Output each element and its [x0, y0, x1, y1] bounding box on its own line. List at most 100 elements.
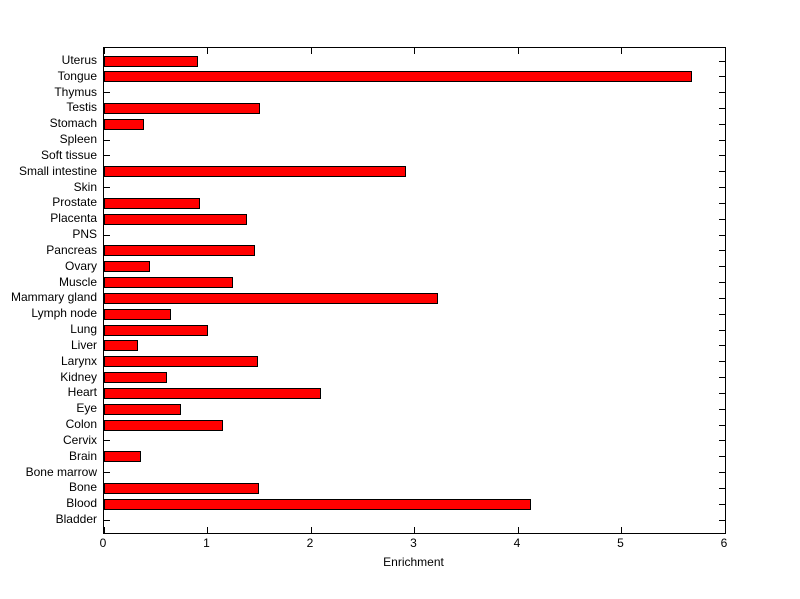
y-tick — [719, 139, 725, 141]
x-tick — [517, 48, 519, 54]
y-tick-label: Muscle — [58, 274, 97, 289]
x-tick — [310, 48, 312, 54]
y-tick — [719, 408, 725, 410]
y-tick-label: Mammary gland — [10, 290, 97, 305]
y-tick — [719, 234, 725, 236]
y-tick-label: Cervix — [62, 432, 97, 447]
bar-heart — [104, 387, 322, 399]
y-tick — [719, 92, 725, 94]
y-tick-label: Bone — [68, 480, 97, 495]
y-tick — [719, 329, 725, 331]
y-tick — [719, 123, 725, 125]
y-tick-label: Ovary — [64, 258, 97, 273]
y-tick-label: Lung — [70, 322, 97, 337]
y-tick-label: Blood — [66, 496, 97, 511]
bar-liver — [104, 340, 139, 352]
y-tick — [104, 155, 110, 157]
y-tick — [104, 519, 110, 521]
y-tick — [719, 440, 725, 442]
y-tick-label: Bone marrow — [25, 464, 97, 479]
bar-lymph-node — [104, 308, 172, 320]
y-tick — [719, 76, 725, 78]
x-tick-label: 1 — [203, 536, 210, 550]
bar-pancreas — [104, 245, 256, 257]
x-tick — [207, 48, 208, 54]
y-tick-label: Uterus — [61, 53, 97, 67]
bar-small-intestine — [104, 166, 407, 178]
y-tick — [719, 392, 725, 394]
y-tick — [104, 92, 110, 94]
y-tick — [104, 187, 110, 189]
y-tick — [104, 139, 110, 141]
bar-larynx — [104, 356, 259, 368]
y-tick-label: Soft tissue — [40, 147, 97, 162]
y-tick-label: Larynx — [60, 353, 97, 368]
bar-lung — [104, 324, 208, 336]
y-tick — [719, 297, 725, 299]
bar-colon — [104, 419, 224, 431]
bar-muscle — [104, 277, 234, 289]
y-tick-label: Prostate — [52, 195, 97, 210]
y-tick-label: Pancreas — [46, 242, 97, 257]
bar-stomach — [104, 118, 145, 130]
x-tick-label: 4 — [513, 536, 521, 550]
x-tick-label: 6 — [720, 536, 728, 550]
y-tick-label: Tongue — [57, 68, 97, 83]
y-tick-label: Lymph node — [31, 306, 97, 321]
y-tick — [719, 202, 725, 204]
x-tick — [621, 48, 622, 54]
y-tick — [719, 155, 725, 157]
y-tick-label: Bladder — [55, 512, 97, 526]
y-tick-label: Heart — [67, 385, 97, 400]
x-tick — [414, 527, 415, 533]
y-tick-label: Thymus — [54, 84, 97, 99]
x-tick — [517, 527, 519, 533]
y-tick-label: Kidney — [60, 369, 97, 384]
x-tick-label: 5 — [617, 536, 624, 550]
y-tick — [719, 250, 725, 252]
y-tick — [719, 345, 725, 347]
y-tick — [719, 487, 725, 489]
x-tick — [207, 527, 208, 533]
y-tick — [719, 187, 725, 189]
x-tick-label: 3 — [410, 536, 417, 550]
x-tick — [310, 527, 312, 533]
y-tick — [104, 440, 110, 442]
x-tick — [103, 527, 105, 533]
y-tick-label: Testis — [66, 100, 97, 115]
y-tick — [719, 282, 725, 284]
y-tick-label: Placenta — [50, 211, 97, 226]
y-tick-label: Stomach — [49, 116, 97, 131]
y-tick — [719, 472, 725, 474]
y-tick — [719, 361, 725, 363]
x-tick — [724, 527, 726, 533]
y-tick — [104, 472, 110, 474]
y-tick-label: PNS — [72, 227, 97, 242]
bar-kidney — [104, 372, 168, 384]
x-tick-label: 0 — [99, 536, 107, 550]
y-tick-label: Colon — [65, 417, 97, 432]
y-tick — [719, 456, 725, 458]
y-tick — [719, 107, 725, 109]
y-tick-label: Liver — [70, 337, 97, 352]
y-tick — [719, 519, 725, 521]
y-tick — [719, 313, 725, 315]
bar-uterus — [104, 55, 199, 67]
x-tick — [621, 527, 622, 533]
y-tick-label: Brain — [68, 448, 97, 463]
y-tick — [719, 424, 725, 426]
bar-bone — [104, 482, 260, 494]
plot-area — [103, 47, 726, 534]
y-tick — [104, 234, 110, 236]
x-tick — [414, 48, 415, 54]
y-tick-label: Spleen — [59, 132, 97, 147]
x-axis-title: Enrichment — [383, 555, 444, 569]
y-tick — [719, 503, 725, 505]
x-tick — [724, 48, 726, 54]
y-tick-label: Small intestine — [18, 163, 97, 178]
y-tick-label: Skin — [73, 179, 97, 194]
y-tick — [719, 377, 725, 379]
y-tick — [719, 171, 725, 173]
y-tick — [719, 60, 725, 62]
